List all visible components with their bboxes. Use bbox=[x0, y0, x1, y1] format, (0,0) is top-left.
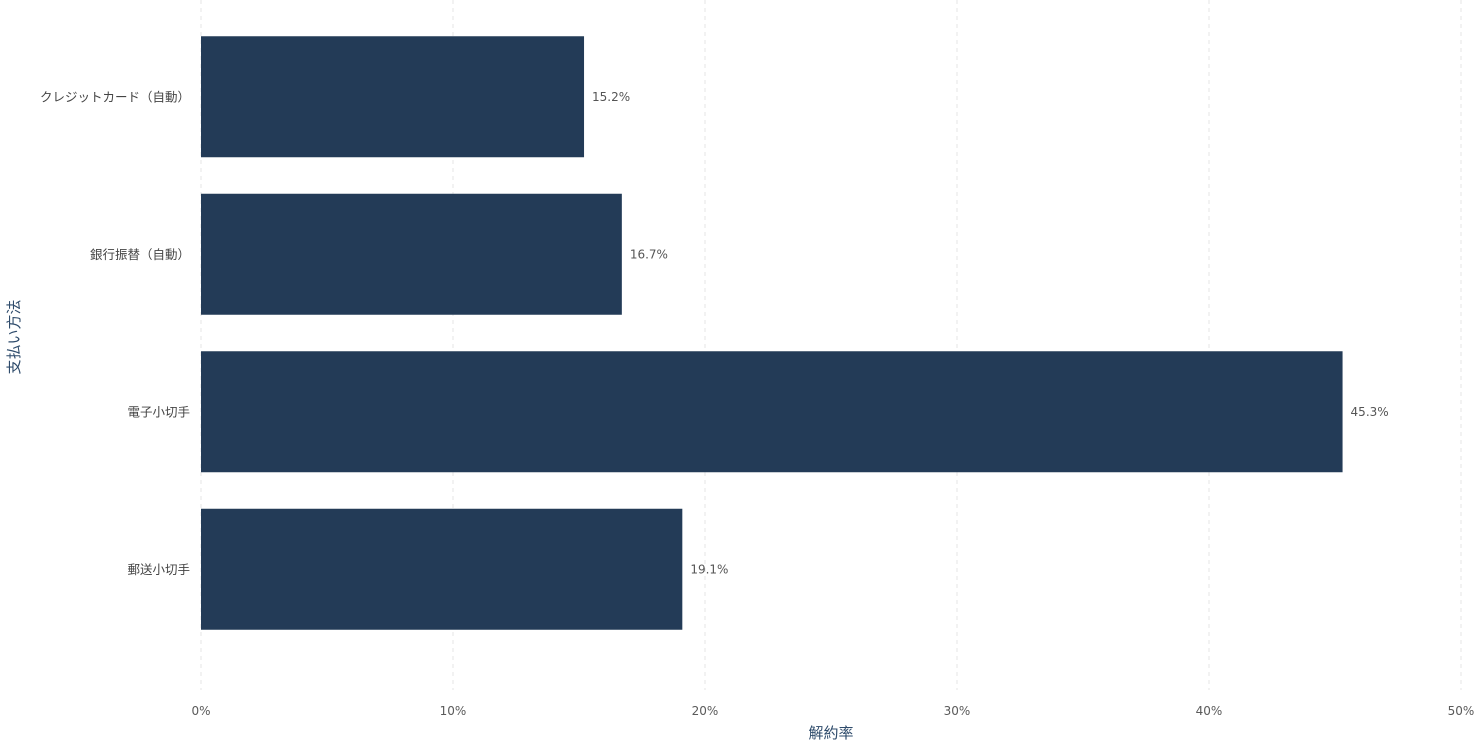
x-tick-label: 10% bbox=[440, 704, 467, 718]
x-tick-labels: 0% 10% 20% 30% 40% 50% bbox=[191, 704, 1474, 718]
x-tick-label: 50% bbox=[1448, 704, 1475, 718]
bar-data-label: 19.1% bbox=[690, 562, 728, 576]
x-tick-label: 40% bbox=[1196, 704, 1223, 718]
data-labels: 15.2% 16.7% 45.3% 19.1% bbox=[592, 90, 1389, 577]
bar bbox=[201, 508, 683, 630]
bar-data-label: 45.3% bbox=[1351, 405, 1389, 419]
x-tick-label: 30% bbox=[944, 704, 971, 718]
y-category-label: 郵送小切手 bbox=[127, 562, 190, 577]
bar bbox=[201, 351, 1343, 473]
x-tick-label: 20% bbox=[692, 704, 719, 718]
bar bbox=[201, 36, 585, 158]
y-category-label: クレジットカード（自動） bbox=[40, 89, 190, 104]
bar-data-label: 16.7% bbox=[630, 247, 668, 261]
bar-data-label: 15.2% bbox=[592, 90, 630, 104]
x-axis-title: 解約率 bbox=[808, 724, 853, 742]
bar bbox=[201, 193, 622, 315]
x-tick-label: 0% bbox=[191, 704, 210, 718]
y-category-label: 電子小切手 bbox=[127, 404, 190, 419]
bars bbox=[201, 36, 1343, 630]
y-axis-title: 支払い方法 bbox=[5, 299, 23, 374]
y-category-label: 銀行振替（自動） bbox=[90, 247, 190, 262]
